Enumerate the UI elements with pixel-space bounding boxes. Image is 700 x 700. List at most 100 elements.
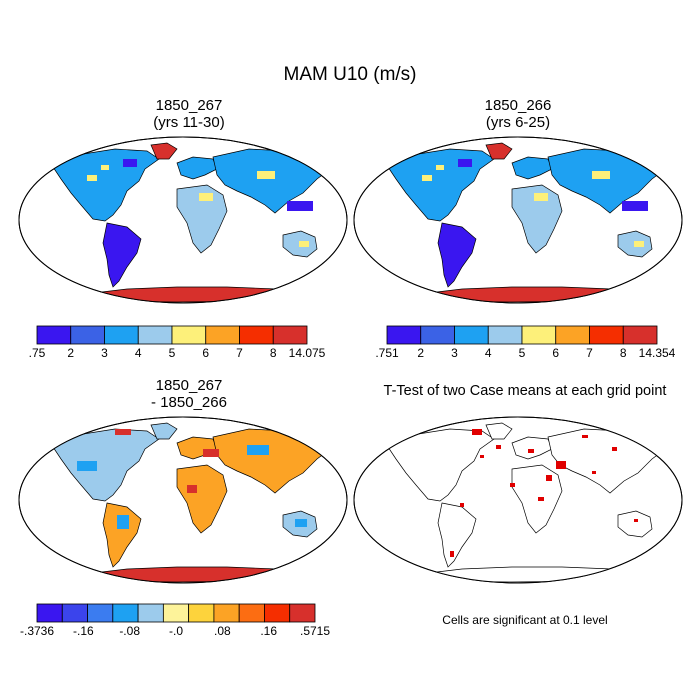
colorbar-tick-label: -.0: [169, 624, 183, 638]
negative-difference-region: [77, 461, 97, 471]
colorbar-box: [70, 325, 105, 345]
positive-difference-region: [187, 485, 197, 493]
colorbar-box: [188, 603, 215, 623]
negative-difference-region: [295, 519, 307, 527]
continent-europe: [511, 156, 553, 180]
continent-africa: [176, 464, 228, 534]
significant-cell: [582, 435, 588, 438]
colorbar-box: [162, 603, 190, 623]
low-wind-region: [123, 159, 137, 167]
colorbar-tick-label: 14.354: [639, 346, 676, 360]
continent-greenland: [150, 142, 178, 160]
positive-difference-region: [115, 429, 131, 435]
colorbar-tick-label: .16: [260, 624, 277, 638]
colorbar-1850-267: .75 2 3 4 5 6 7 8 14.075: [29, 325, 326, 360]
panel1-title-line2: (yrs 11-30): [153, 114, 225, 131]
colorbar-box: [239, 325, 274, 345]
negative-difference-region: [247, 445, 269, 455]
continent-australia: [617, 510, 653, 538]
colorbar-tick-label: -.3736: [20, 624, 54, 638]
colorbar-box: [272, 325, 308, 345]
high-wind-region: [87, 175, 97, 181]
negative-difference-region: [117, 515, 129, 529]
map-panel-1850-267: [18, 136, 348, 304]
colorbar-box: [137, 603, 164, 623]
colorbar-box: [589, 325, 624, 345]
significant-cell: [460, 503, 464, 507]
high-wind-region: [592, 171, 610, 179]
colorbar-tick-label: 8: [270, 346, 277, 360]
panel3-title: 1850_267 - 1850_266: [23, 377, 355, 411]
colorbar-box: [171, 325, 207, 345]
colorbar-tick-label: 5: [519, 346, 526, 360]
high-wind-region: [436, 165, 444, 170]
colorbar-box: [61, 603, 88, 623]
colorbar-tick-label: 14.075: [289, 346, 326, 360]
colorbar-box: [112, 603, 139, 623]
high-wind-region: [299, 241, 309, 247]
continent-africa: [176, 184, 228, 254]
colorbar-tick-label: 4: [135, 346, 142, 360]
continent-south-america: [102, 502, 142, 568]
colorbar-tick-label: 2: [417, 346, 424, 360]
colorbar-tick-label: .75: [29, 346, 46, 360]
significant-cell: [496, 445, 501, 449]
significant-cell: [510, 483, 515, 487]
colorbar-tick-label: 6: [202, 346, 209, 360]
significance-note: Cells are significant at 0.1 level: [442, 613, 608, 627]
high-wind-region: [634, 241, 644, 247]
colorbar-tick-label: 7: [586, 346, 593, 360]
continent-greenland: [150, 422, 178, 440]
significant-cell: [450, 551, 454, 557]
high-wind-region: [534, 193, 548, 201]
colorbar-tick-label: 6: [552, 346, 559, 360]
high-wind-region: [257, 171, 275, 179]
colorbar-tick-label: -.16: [73, 624, 94, 638]
colorbar-tick-label: 4: [485, 346, 492, 360]
high-wind-region: [101, 165, 109, 170]
significant-cell: [546, 475, 552, 481]
colorbar-box: [420, 325, 455, 345]
significant-cell: [592, 471, 596, 474]
colorbar-tick-label: 2: [67, 346, 74, 360]
map-panel-difference: [18, 416, 348, 584]
colorbar-difference: -.3736 -.16 -.08 -.0 .08 .16 .5715: [20, 603, 330, 638]
colorbar-1850-266: .751 2 3 4 5 6 7 8 14.354: [375, 325, 676, 360]
colorbar-box: [289, 603, 316, 623]
low-wind-region: [113, 231, 131, 261]
figure-title: MAM U10 (m/s): [283, 64, 417, 85]
colorbar-tick-label: 8: [620, 346, 627, 360]
low-wind-region: [448, 231, 466, 261]
continent-africa: [511, 184, 563, 254]
continent-greenland: [485, 422, 513, 440]
colorbar-tick-label: .08: [214, 624, 231, 638]
continent-africa: [511, 464, 563, 534]
low-wind-region: [458, 159, 472, 167]
significant-cell: [538, 497, 544, 501]
colorbar-box: [521, 325, 557, 345]
panel2-title: 1850_266 (yrs 6-25): [352, 97, 684, 131]
colorbar-tick-label: .5715: [300, 624, 330, 638]
map-panel-ttest: [353, 416, 683, 584]
significant-cell: [634, 519, 638, 522]
colorbar-tick-label: .751: [375, 346, 399, 360]
panel1-title-line1: 1850_267: [155, 97, 223, 114]
low-wind-region: [622, 201, 648, 211]
high-wind-region: [199, 193, 213, 201]
low-wind-region: [287, 201, 313, 211]
positive-difference-region: [203, 449, 219, 457]
colorbar-box: [137, 325, 173, 345]
significant-cell: [556, 461, 566, 469]
continent-south-america: [437, 502, 477, 568]
colorbar-box: [87, 603, 114, 623]
colorbar-tick-label: 3: [101, 346, 108, 360]
significant-cell: [528, 449, 534, 453]
continent-north-america: [387, 428, 495, 502]
panel2-title-line1: 1850_266: [484, 97, 552, 114]
colorbar-tick-label: 5: [169, 346, 176, 360]
colorbar-box: [205, 325, 240, 345]
colorbar-box: [104, 325, 139, 345]
panel2-title-line2: (yrs 6-25): [485, 114, 551, 131]
colorbar-tick-label: 3: [451, 346, 458, 360]
colorbar-box: [555, 325, 590, 345]
